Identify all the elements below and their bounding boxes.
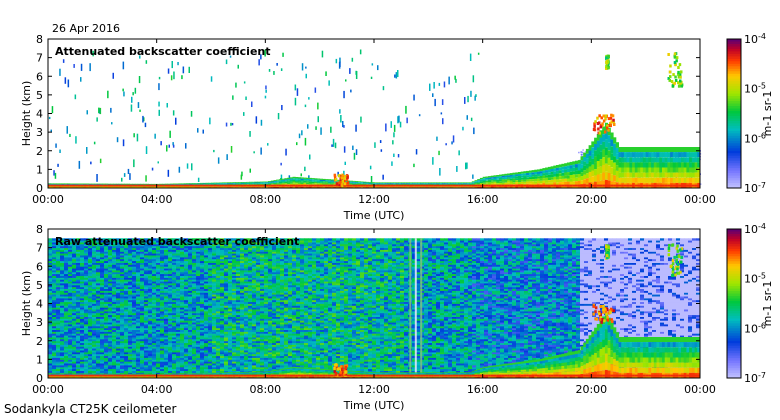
panel-1-ytick-label-2: 2	[36, 145, 43, 158]
panel-1-group: Attenuated backscatter coefficient 0 1 2 3 4 5…	[20, 32, 774, 222]
panel-1-title: Attenuated backscatter coefficient	[55, 45, 271, 58]
panel-2-heatmap	[48, 238, 701, 379]
date-label: 26 Apr 2016	[52, 22, 121, 35]
panel-1-xtick-label-0: 00:00	[32, 193, 64, 206]
panel-2-ytick-label-1: 1	[36, 353, 43, 366]
panel-2-title: Raw attenuated backscatter coefficient	[55, 235, 299, 248]
panel-1-ytick-label-6: 6	[36, 70, 43, 83]
panel-1-ytick-label-1: 1	[36, 163, 43, 176]
panel-2-xtick-label-5: 20:00	[575, 383, 607, 396]
panel-1-colorbar	[726, 38, 742, 189]
panel-2-xtick-label-4: 16:00	[467, 383, 499, 396]
panel-2-xtick-label-2: 08:00	[249, 383, 281, 396]
panel-2-colorbar-unit: m-1 sr-1	[761, 281, 774, 327]
panel-2-ytick-label-5: 5	[36, 279, 43, 292]
panel-2-colorbar-tick-0: 10-7	[744, 371, 766, 385]
noise-line-2	[420, 238, 423, 379]
panel-1-xtick-label-6: 00:00	[684, 193, 716, 206]
panel-2-xtick-label-0: 00:00	[32, 383, 64, 396]
panel-2-ytick-label-4: 4	[36, 298, 43, 311]
panel-2-ylabel: Height (km)	[20, 271, 33, 337]
panel-1-colorbar-unit: m-1 sr-1	[761, 91, 774, 137]
panel-1-ytick-label-5: 5	[36, 89, 43, 102]
instrument-label: Sodankyla CT25K ceilometer	[4, 402, 177, 416]
panel-2-ytick-label-6: 6	[36, 260, 43, 273]
panel-2-colorbar	[726, 228, 742, 379]
panel-2-ytick-label-8: 8	[36, 223, 43, 236]
panel-1-xlabel: Time (UTC)	[343, 209, 405, 222]
noise-line-1	[414, 238, 417, 379]
panel-1-colorbar-tick-3: 10-4	[744, 32, 766, 46]
panel-1-ytick-label-4: 4	[36, 108, 43, 121]
panel-1-xtick-label-1: 04:00	[141, 193, 173, 206]
panel-2-xtick-label-6: 00:00	[684, 383, 716, 396]
panel-1-ytick-label-7: 7	[36, 52, 43, 65]
noise-line-0	[409, 238, 412, 379]
panel-1-heatmap	[48, 49, 702, 189]
panel-1-ytick-label-8: 8	[36, 33, 43, 46]
panel-2-colorbar-tick-3: 10-4	[744, 222, 766, 236]
panel-1-ytick-label-0: 0	[36, 182, 43, 195]
panel-2-ytick-label-3: 3	[36, 316, 43, 329]
panel-1-xtick-label-4: 16:00	[467, 193, 499, 206]
panel-2-ytick-label-7: 7	[36, 242, 43, 255]
panel-1-xtick-label-3: 12:00	[358, 193, 390, 206]
panel-1-xtick-label-5: 20:00	[575, 193, 607, 206]
panel-2-xtick-label-3: 12:00	[358, 383, 390, 396]
panel-2-ytick-label-0: 0	[36, 372, 43, 385]
panel-2-xlabel: Time (UTC)	[343, 399, 405, 412]
panel-1-ytick-label-3: 3	[36, 126, 43, 139]
panel-2-ytick-label-2: 2	[36, 335, 43, 348]
panel-1-xtick-label-2: 08:00	[249, 193, 281, 206]
panel-1-colorbar-tick-0: 10-7	[744, 181, 766, 195]
panel-1-ylabel: Height (km)	[20, 81, 33, 147]
panel-2-xtick-label-1: 04:00	[141, 383, 173, 396]
panel-2-group: Raw attenuated backscatter coefficient 0 1…	[20, 222, 774, 412]
